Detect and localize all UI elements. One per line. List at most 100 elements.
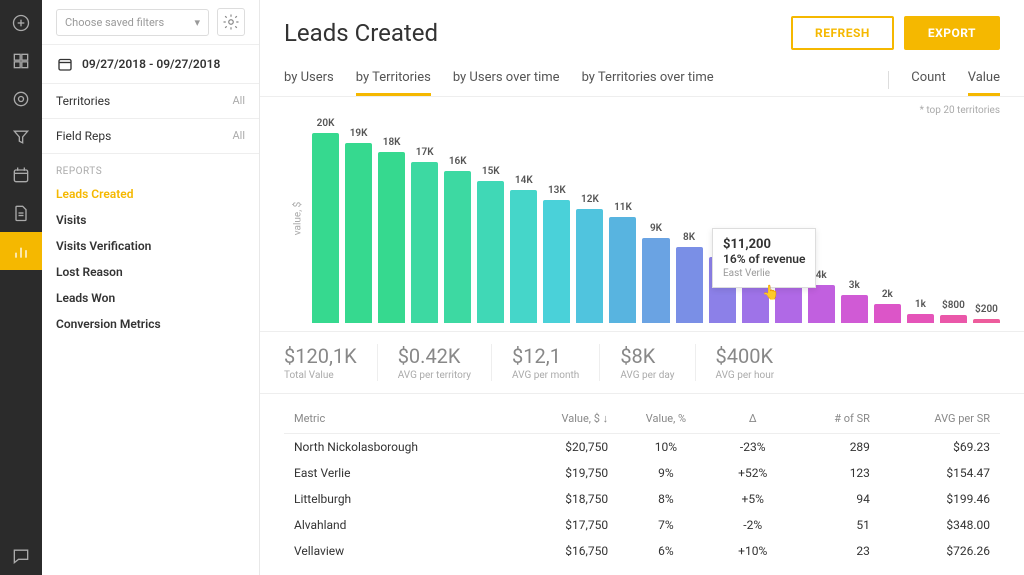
- date-range-row[interactable]: 09/27/2018 - 09/27/2018: [42, 45, 259, 84]
- bar-col[interactable]: 1k: [907, 299, 934, 324]
- filter-label: Field Reps: [56, 129, 111, 143]
- iconbar-add[interactable]: [0, 4, 42, 42]
- iconbar: [0, 0, 42, 575]
- bar: [874, 304, 901, 323]
- table-row[interactable]: Littelburgh $18,750 8% +5% 94 $199.46: [284, 486, 1000, 512]
- tab-by-territories[interactable]: by Territories: [356, 64, 431, 96]
- bar: [841, 295, 868, 324]
- bar-label: 12K: [581, 194, 599, 205]
- report-item-leads-won[interactable]: Leads Won: [42, 285, 259, 311]
- sidebar: Choose saved filters ▾ 09/27/2018 - 09/2…: [42, 0, 260, 575]
- tab-by-territories-over-time[interactable]: by Territories over time: [582, 64, 714, 96]
- bar: [345, 143, 372, 324]
- iconbar-reports[interactable]: [0, 232, 42, 270]
- cell-metric: Littelburgh: [284, 486, 512, 512]
- cell-sr: 23: [792, 538, 880, 564]
- chat-icon: [11, 546, 31, 566]
- tooltip-pct: 16% of revenue: [723, 252, 805, 266]
- bar-col[interactable]: 17K: [411, 147, 438, 324]
- bar-label: 9K: [650, 223, 662, 234]
- table-header[interactable]: Metric: [284, 404, 512, 434]
- bar-col[interactable]: 16K: [444, 156, 471, 323]
- bar-col[interactable]: 13K: [543, 185, 570, 324]
- tab-metric-count[interactable]: Count: [911, 64, 945, 96]
- cell-avg: $726.26: [880, 538, 1000, 564]
- stat-label: AVG per territory: [398, 370, 471, 381]
- bar-col[interactable]: 12K: [576, 194, 603, 323]
- cell-delta: +5%: [714, 486, 792, 512]
- stat-value: $400K: [716, 344, 775, 368]
- calendar-icon: [11, 165, 31, 185]
- filter-settings-button[interactable]: [217, 8, 245, 36]
- page-title: Leads Created: [284, 19, 438, 47]
- location-icon: [11, 89, 31, 109]
- bar-col[interactable]: $800: [940, 300, 967, 323]
- calendar-small-icon: [56, 55, 74, 73]
- iconbar-dashboard[interactable]: [0, 42, 42, 80]
- report-item-lost-reason[interactable]: Lost Reason: [42, 259, 259, 285]
- gear-icon: [222, 13, 240, 31]
- tab-by-users[interactable]: by Users: [284, 64, 334, 96]
- table-header[interactable]: Value, $ ↓: [512, 404, 618, 434]
- iconbar-location[interactable]: [0, 80, 42, 118]
- saved-filters-select[interactable]: Choose saved filters ▾: [56, 9, 209, 36]
- bar: [907, 314, 934, 324]
- report-item-visits[interactable]: Visits: [42, 207, 259, 233]
- bar: [808, 285, 835, 323]
- cell-pct: 6%: [618, 538, 714, 564]
- bar-col[interactable]: 20K: [312, 118, 339, 323]
- table-row[interactable]: East Verlie $19,750 9% +52% 123 $154.47: [284, 460, 1000, 486]
- cell-pct: 9%: [618, 460, 714, 486]
- bar: [312, 133, 339, 323]
- filter-value: All: [232, 129, 245, 143]
- cell-value: $20,750: [512, 434, 618, 461]
- table-header[interactable]: # of SR: [792, 404, 880, 434]
- bar-col[interactable]: 19K: [345, 128, 372, 324]
- bar-col[interactable]: $200: [973, 304, 1000, 323]
- tab-metric-value[interactable]: Value: [968, 64, 1000, 96]
- iconbar-filter[interactable]: [0, 118, 42, 156]
- bar: [642, 238, 669, 324]
- bar: [510, 190, 537, 323]
- tooltip-value: $11,200: [723, 237, 805, 252]
- cell-metric: East Verlie: [284, 460, 512, 486]
- tab-by-users-over-time[interactable]: by Users over time: [453, 64, 560, 96]
- iconbar-calendar[interactable]: [0, 156, 42, 194]
- iconbar-document[interactable]: [0, 194, 42, 232]
- bar-label: 8K: [683, 232, 695, 243]
- cell-value: $17,750: [512, 512, 618, 538]
- bar-col[interactable]: 18K: [378, 137, 405, 323]
- bar-col[interactable]: 8K: [676, 232, 703, 323]
- bar: [477, 181, 504, 324]
- bar-label: 4k: [816, 270, 827, 281]
- table-row[interactable]: Vellaview $16,750 6% +10% 23 $726.26: [284, 538, 1000, 564]
- table-header[interactable]: AVG per SR: [880, 404, 1000, 434]
- report-item-leads-created[interactable]: Leads Created: [42, 181, 259, 207]
- bar-col[interactable]: 9K: [642, 223, 669, 324]
- table-row[interactable]: Alvahland $17,750 7% -2% 51 $348.00: [284, 512, 1000, 538]
- cell-pct: 8%: [618, 486, 714, 512]
- filter-row-territories[interactable]: TerritoriesAll: [42, 84, 259, 119]
- bar-col[interactable]: 2k: [874, 289, 901, 323]
- iconbar-chat[interactable]: [0, 537, 42, 575]
- report-item-conversion-metrics[interactable]: Conversion Metrics: [42, 311, 259, 337]
- bar: [676, 247, 703, 323]
- bar: [940, 315, 967, 323]
- bar-col[interactable]: 14K: [510, 175, 537, 323]
- tab-divider: [888, 71, 889, 89]
- report-item-visits-verification[interactable]: Visits Verification: [42, 233, 259, 259]
- table-header[interactable]: Δ: [714, 404, 792, 434]
- bar-col[interactable]: 3k: [841, 280, 868, 324]
- refresh-button[interactable]: REFRESH: [791, 16, 894, 50]
- bar-col[interactable]: 11K: [609, 202, 636, 323]
- bar-label: $200: [975, 304, 998, 315]
- bar-col[interactable]: 15K: [477, 166, 504, 324]
- cursor-icon: 👆: [762, 285, 779, 301]
- table-row[interactable]: North Nickolasborough $20,750 10% -23% 2…: [284, 434, 1000, 461]
- export-button[interactable]: EXPORT: [904, 16, 1000, 50]
- table-header[interactable]: Value, %: [618, 404, 714, 434]
- cell-avg: $348.00: [880, 512, 1000, 538]
- bar-label: $800: [942, 300, 965, 311]
- cell-sr: 51: [792, 512, 880, 538]
- filter-row-field-reps[interactable]: Field Reps All: [42, 119, 259, 154]
